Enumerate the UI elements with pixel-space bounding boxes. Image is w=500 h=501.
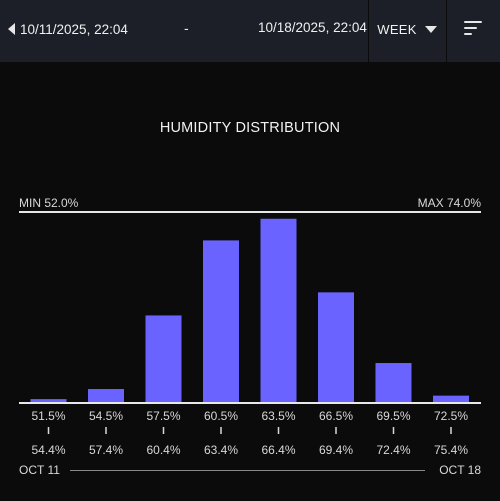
timeline: [70, 470, 425, 471]
bin-lower-label: 54.5%: [89, 409, 123, 423]
bin-upper-label: 54.4%: [31, 443, 65, 457]
histogram-bar: [146, 315, 182, 402]
bin-upper-label: 72.4%: [376, 443, 410, 457]
bin-upper-label: 75.4%: [434, 443, 468, 457]
bin-lower-label: 60.5%: [204, 409, 238, 423]
histogram-bar: [261, 219, 297, 402]
bin-upper-label: 69.4%: [319, 443, 353, 457]
bin-lower-label: 63.5%: [261, 409, 295, 423]
bin-lower-label: 66.5%: [319, 409, 353, 423]
histogram-bar: [31, 399, 67, 402]
bin-upper-label: 66.4%: [261, 443, 295, 457]
histogram-bar: [88, 389, 124, 402]
bin-upper-label: 57.4%: [89, 443, 123, 457]
bin-lower-label: 51.5%: [31, 409, 65, 423]
bin-lower-label: 57.5%: [146, 409, 180, 423]
histogram-bar: [318, 292, 354, 402]
bin-upper-label: 60.4%: [146, 443, 180, 457]
bin-lower-label: 69.5%: [376, 409, 410, 423]
timeline-start-label: OCT 11: [19, 463, 60, 477]
histogram-bar: [433, 396, 469, 402]
bin-lower-label: 72.5%: [434, 409, 468, 423]
histogram-bar: [203, 240, 239, 402]
histogram-bar: [376, 363, 412, 402]
timeline-end-label: OCT 18: [439, 463, 481, 477]
bin-upper-label: 63.4%: [204, 443, 238, 457]
